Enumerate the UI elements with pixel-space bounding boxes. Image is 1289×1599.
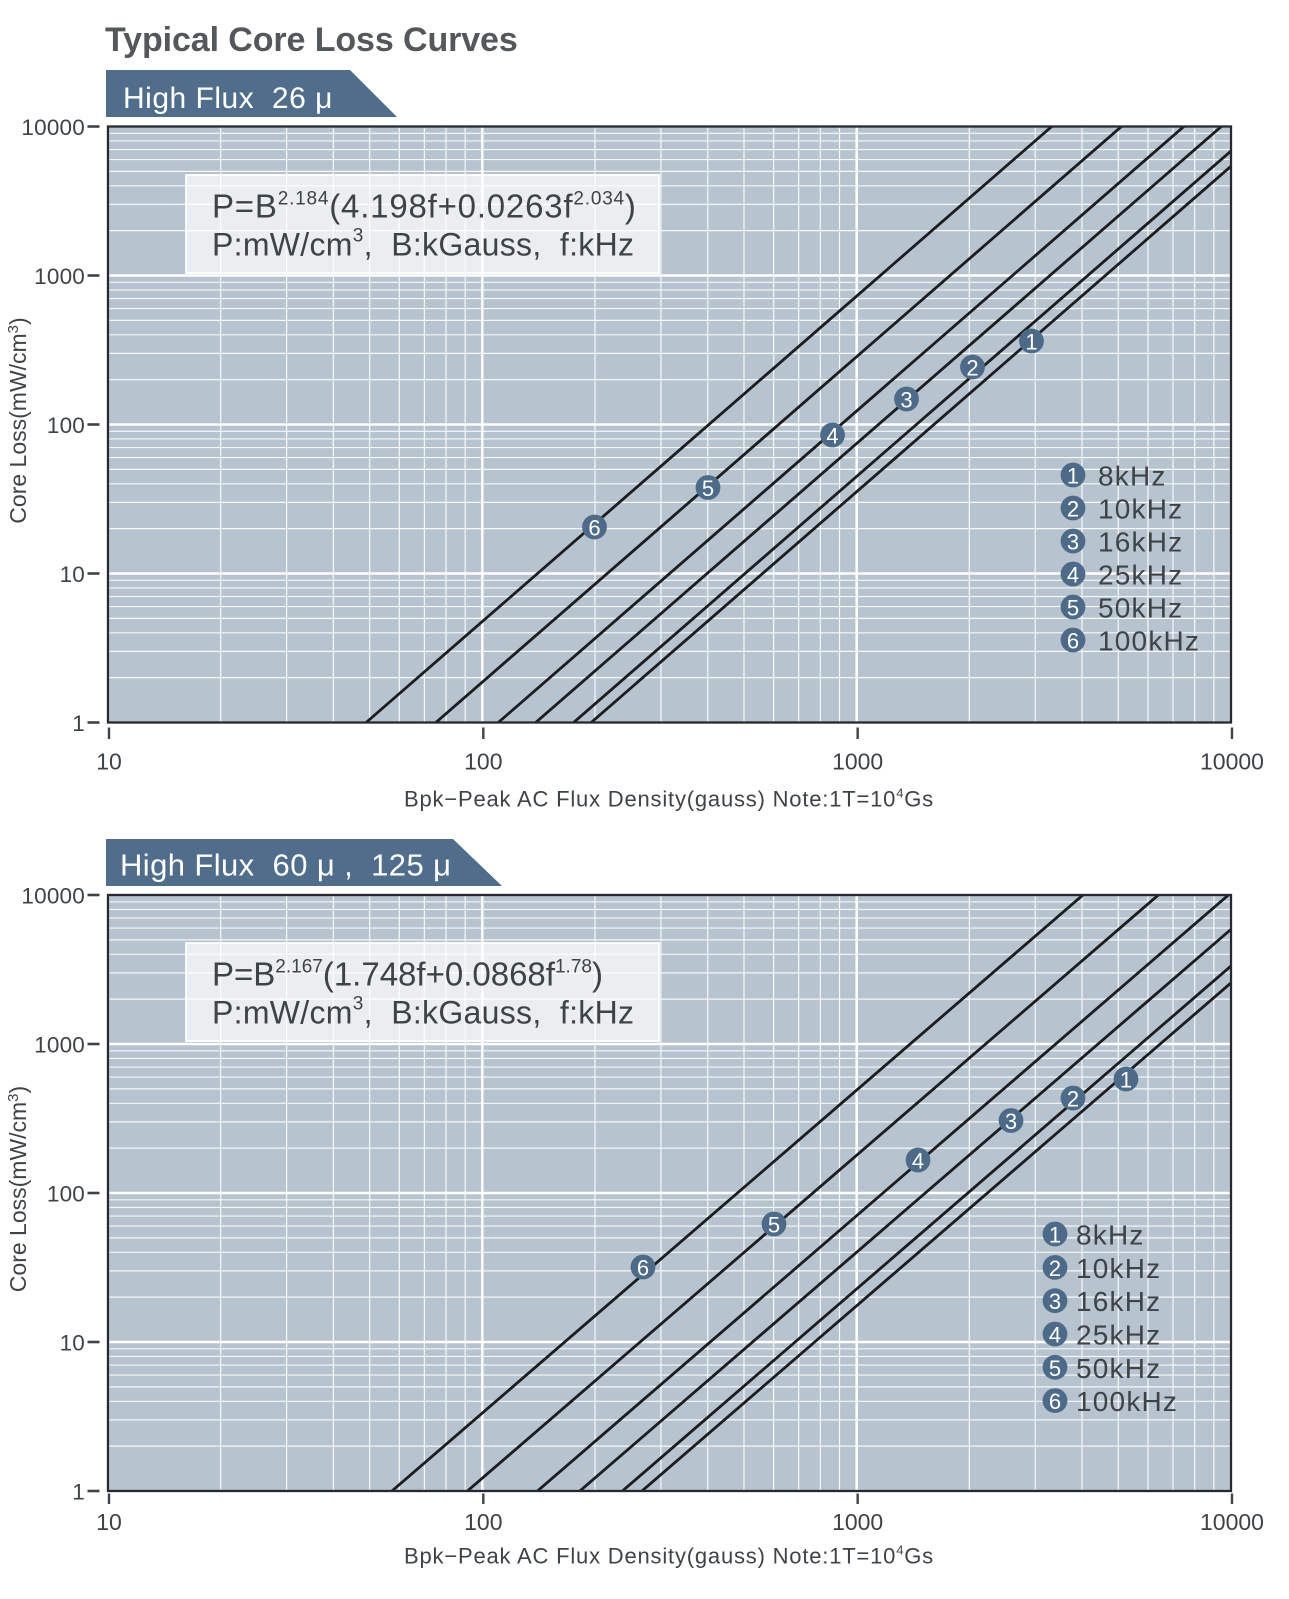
svg-text:10000: 10000 bbox=[21, 884, 85, 909]
svg-text:4: 4 bbox=[1049, 1323, 1061, 1348]
svg-text:10: 10 bbox=[96, 1509, 122, 1535]
svg-text:1: 1 bbox=[1049, 1223, 1061, 1248]
svg-text:10000: 10000 bbox=[1200, 749, 1264, 775]
svg-text:2: 2 bbox=[1067, 1087, 1079, 1112]
svg-text:10: 10 bbox=[60, 562, 85, 587]
svg-text:100: 100 bbox=[47, 1182, 85, 1207]
svg-text:Bpk−Peak AC Flux Density(gauss: Bpk−Peak AC Flux Density(gauss) Note:1T=… bbox=[404, 786, 934, 812]
svg-text:1: 1 bbox=[1120, 1068, 1132, 1093]
svg-text:4: 4 bbox=[1067, 563, 1079, 588]
svg-text:6: 6 bbox=[588, 516, 600, 541]
svg-text:1: 1 bbox=[1025, 330, 1037, 355]
svg-text:5: 5 bbox=[1049, 1356, 1061, 1381]
svg-text:3: 3 bbox=[1067, 530, 1079, 555]
svg-text:P=B2.167(1.748f+0.0868f1.78): P=B2.167(1.748f+0.0868f1.78) bbox=[212, 956, 603, 993]
svg-text:2: 2 bbox=[1067, 497, 1079, 522]
svg-text:6: 6 bbox=[637, 1256, 649, 1281]
svg-text:3: 3 bbox=[1005, 1109, 1017, 1134]
svg-text:1: 1 bbox=[72, 711, 85, 736]
svg-text:8kHz: 8kHz bbox=[1076, 1220, 1145, 1251]
svg-text:10000: 10000 bbox=[1200, 1509, 1264, 1535]
svg-text:16kHz: 16kHz bbox=[1076, 1286, 1161, 1317]
svg-text:Typical Core Loss Curves: Typical Core Loss Curves bbox=[105, 21, 518, 59]
svg-text:1: 1 bbox=[1067, 464, 1079, 489]
svg-text:2: 2 bbox=[966, 356, 978, 381]
svg-text:3: 3 bbox=[1049, 1289, 1061, 1314]
svg-text:25kHz: 25kHz bbox=[1076, 1320, 1161, 1351]
svg-text:Core Loss(mW/cm3): Core Loss(mW/cm3) bbox=[5, 317, 31, 523]
svg-text:4: 4 bbox=[826, 424, 838, 449]
svg-text:1000: 1000 bbox=[832, 749, 883, 775]
svg-text:High Flux 26 μ: High Flux 26 μ bbox=[123, 82, 333, 115]
svg-text:100kHz: 100kHz bbox=[1076, 1386, 1178, 1417]
svg-text:5: 5 bbox=[768, 1213, 780, 1238]
svg-text:5: 5 bbox=[702, 476, 714, 501]
svg-text:Core Loss(mW/cm3): Core Loss(mW/cm3) bbox=[5, 1086, 31, 1292]
svg-text:10: 10 bbox=[60, 1331, 85, 1356]
svg-text:1: 1 bbox=[72, 1480, 85, 1505]
svg-text:P:mW/cm3, B:kGauss, f:kHz: P:mW/cm3, B:kGauss, f:kHz bbox=[212, 994, 634, 1031]
svg-text:P=B2.184(4.198f+0.0263f2.034): P=B2.184(4.198f+0.0263f2.034) bbox=[212, 188, 637, 225]
svg-text:4: 4 bbox=[912, 1149, 924, 1174]
svg-text:50kHz: 50kHz bbox=[1098, 593, 1183, 624]
svg-text:1000: 1000 bbox=[34, 1033, 85, 1058]
svg-text:10000: 10000 bbox=[21, 115, 85, 140]
svg-text:8kHz: 8kHz bbox=[1098, 461, 1167, 492]
svg-text:10: 10 bbox=[96, 749, 122, 775]
svg-text:2: 2 bbox=[1049, 1256, 1061, 1281]
svg-text:100kHz: 100kHz bbox=[1098, 626, 1200, 657]
svg-text:10kHz: 10kHz bbox=[1076, 1253, 1161, 1284]
svg-text:100: 100 bbox=[464, 749, 502, 775]
svg-text:6: 6 bbox=[1067, 629, 1079, 654]
svg-text:100: 100 bbox=[464, 1509, 502, 1535]
svg-text:P:mW/cm3, B:kGauss, f:kHz: P:mW/cm3, B:kGauss, f:kHz bbox=[212, 226, 634, 263]
svg-text:25kHz: 25kHz bbox=[1098, 560, 1183, 591]
svg-text:3: 3 bbox=[900, 388, 912, 413]
svg-text:High Flux 60 μ , 125 μ: High Flux 60 μ , 125 μ bbox=[120, 848, 451, 883]
svg-text:6: 6 bbox=[1049, 1389, 1061, 1414]
svg-text:10kHz: 10kHz bbox=[1098, 494, 1183, 525]
svg-text:100: 100 bbox=[47, 413, 85, 438]
svg-text:1000: 1000 bbox=[34, 264, 85, 289]
svg-text:5: 5 bbox=[1067, 596, 1079, 621]
svg-text:50kHz: 50kHz bbox=[1076, 1353, 1161, 1384]
svg-text:16kHz: 16kHz bbox=[1098, 527, 1183, 558]
svg-text:1000: 1000 bbox=[832, 1509, 883, 1535]
svg-text:Bpk−Peak AC Flux Density(gauss: Bpk−Peak AC Flux Density(gauss) Note:1T=… bbox=[404, 1543, 934, 1569]
